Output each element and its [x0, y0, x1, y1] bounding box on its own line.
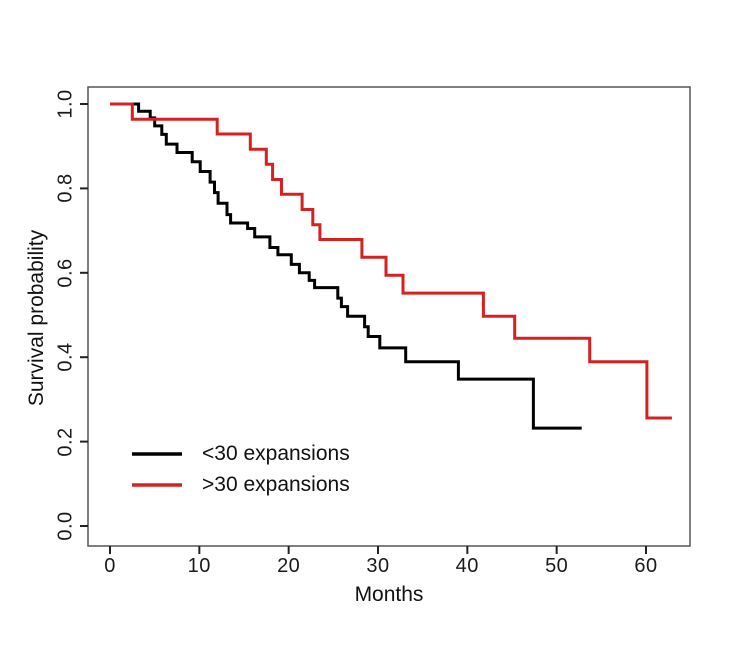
legend-label-under-30-expansions: <30 expansions [202, 442, 350, 465]
x-tick-label-10: 10 [187, 555, 211, 577]
survival-curve-under-30 [110, 102, 582, 430]
x-tick-label-50: 50 [545, 555, 569, 577]
survival-curve-over-30 [110, 102, 672, 420]
legend-label-over-30-expansions: >30 expansions [202, 473, 350, 496]
y-tick-label-0.6: 0.6 [54, 258, 77, 288]
y-tick-label-0.8: 0.8 [54, 173, 77, 204]
y-tick-label-0.2: 0.2 [54, 426, 77, 457]
y-tick-label-0.4: 0.4 [54, 342, 77, 372]
y-tick-label-0.0: 0.0 [54, 511, 77, 541]
y-tick-label-1.0: 1.0 [54, 89, 77, 119]
y-axis-title: Survival probability [25, 229, 48, 407]
x-tick-label-0: 0 [104, 555, 116, 577]
x-tick-label-30: 30 [366, 555, 390, 577]
x-axis-title: Months [354, 583, 424, 606]
plot-box [87, 86, 691, 547]
x-tick-label-60: 60 [634, 555, 658, 577]
x-tick-label-20: 20 [277, 555, 301, 577]
x-tick-label-40: 40 [455, 555, 479, 577]
